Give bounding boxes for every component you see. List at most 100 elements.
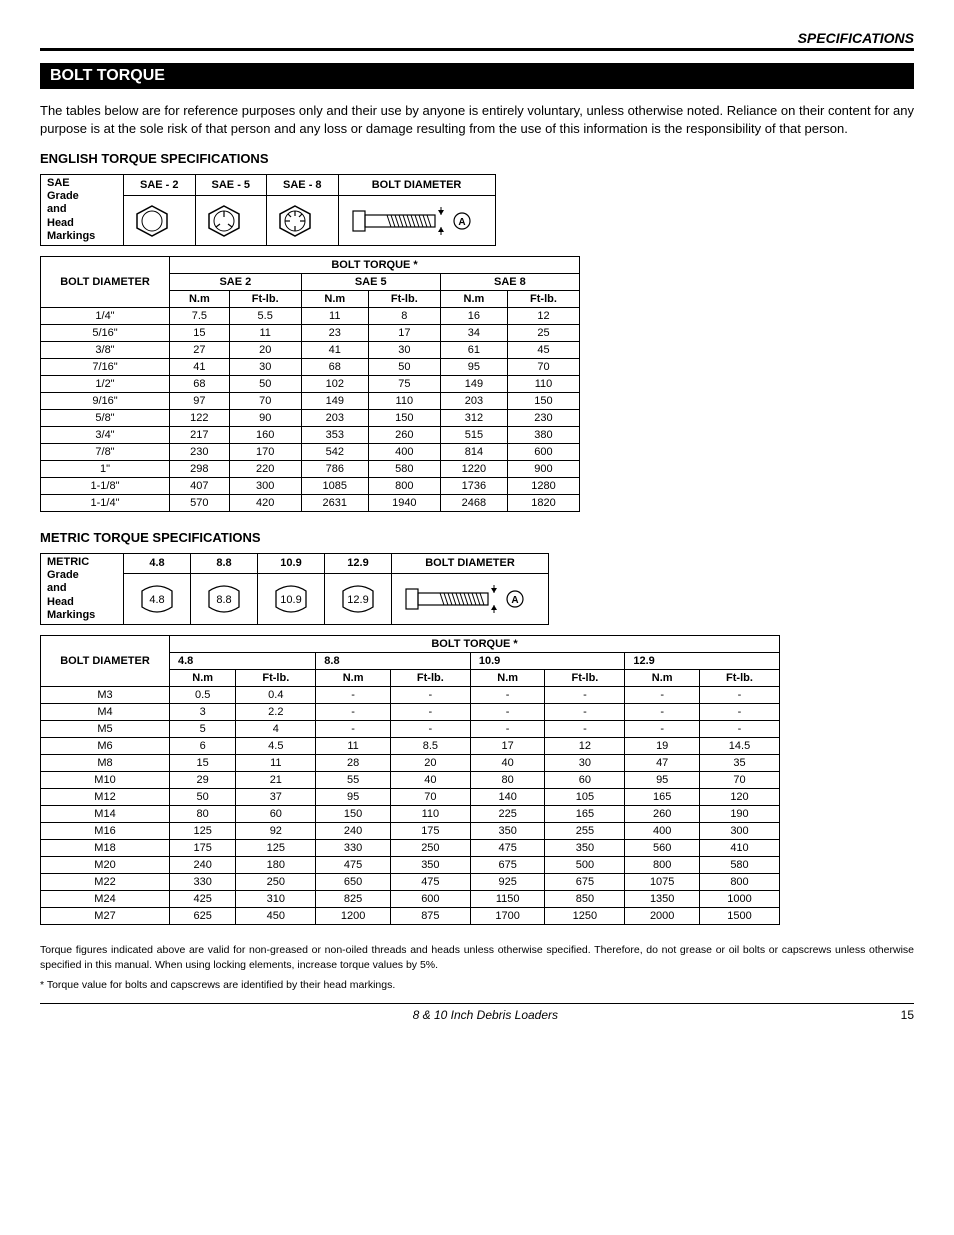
value-cell: 60	[545, 771, 625, 788]
english-marking-side: SAE Grade and Head Markings	[41, 175, 124, 246]
value-cell: 30	[229, 359, 301, 376]
value-cell: 70	[507, 359, 579, 376]
value-cell: 420	[229, 495, 301, 512]
english-markings-table: SAE Grade and Head Markings SAE - 2 SAE …	[40, 174, 496, 246]
value-cell: 515	[440, 427, 507, 444]
value-cell: 11	[229, 325, 301, 342]
value-cell: 17	[470, 737, 545, 754]
table-row: M1250379570140105165120	[41, 788, 780, 805]
unit-col-header: Ft-lb.	[699, 669, 779, 686]
value-cell: 11	[301, 308, 368, 325]
table-row: 1/4"7.55.51181612	[41, 308, 580, 325]
table-row: M20240180475350675500800580	[41, 856, 780, 873]
value-cell: 310	[236, 890, 316, 907]
value-cell: 800	[625, 856, 700, 873]
diameter-cell: 7/8"	[41, 444, 170, 461]
value-cell: 542	[301, 444, 368, 461]
value-cell: 11	[236, 754, 316, 771]
table-row: 9/16"9770149110203150	[41, 393, 580, 410]
value-cell: 850	[545, 890, 625, 907]
diameter-cell: M8	[41, 754, 170, 771]
diameter-cell: M3	[41, 686, 170, 703]
value-cell: 1820	[507, 495, 579, 512]
value-cell: 95	[440, 359, 507, 376]
value-cell: -	[625, 686, 700, 703]
bolt-diagram-icon: A	[338, 196, 495, 246]
value-cell: 102	[301, 376, 368, 393]
value-cell: 260	[625, 805, 700, 822]
value-cell: 1700	[470, 907, 545, 924]
diameter-cell: 1"	[41, 461, 170, 478]
metric-torque-table: BOLT DIAMETER BOLT TORQUE * 4.88.810.912…	[40, 635, 780, 925]
value-cell: 500	[545, 856, 625, 873]
value-cell: 203	[440, 393, 507, 410]
value-cell: 298	[170, 461, 230, 478]
value-cell: 240	[170, 856, 236, 873]
diameter-cell: 3/4"	[41, 427, 170, 444]
metric-48-icon: 4.8	[124, 573, 191, 624]
value-cell: 925	[470, 873, 545, 890]
value-cell: 2631	[301, 495, 368, 512]
page-header: SPECIFICATIONS	[40, 30, 914, 51]
unit-col-header: Ft-lb.	[229, 291, 301, 308]
value-cell: 203	[301, 410, 368, 427]
table-row: M102921554080609570	[41, 771, 780, 788]
value-cell: 1500	[699, 907, 779, 924]
sae8-hex-icon	[267, 196, 339, 246]
grade-col-header: 12.9	[625, 652, 780, 669]
value-cell: 560	[625, 839, 700, 856]
value-cell: 12	[545, 737, 625, 754]
value-cell: 625	[170, 907, 236, 924]
value-cell: -	[625, 703, 700, 720]
value-cell: 122	[170, 410, 230, 427]
value-cell: 29	[170, 771, 236, 788]
footnote-2: * Torque value for bolts and capscrews a…	[40, 978, 914, 993]
value-cell: 55	[316, 771, 391, 788]
value-cell: -	[390, 703, 470, 720]
value-cell: 260	[368, 427, 440, 444]
value-cell: 353	[301, 427, 368, 444]
unit-col-header: Ft-lb.	[545, 669, 625, 686]
value-cell: 475	[316, 856, 391, 873]
value-cell: 875	[390, 907, 470, 924]
value-cell: 95	[625, 771, 700, 788]
value-cell: -	[699, 686, 779, 703]
table-row: 7/16"413068509570	[41, 359, 580, 376]
unit-col-header: N.m	[170, 669, 236, 686]
unit-col-header: N.m	[470, 669, 545, 686]
metric-marking-side: METRIC Grade and Head Markings	[41, 554, 124, 625]
diameter-cell: 3/8"	[41, 342, 170, 359]
value-cell: 230	[507, 410, 579, 427]
value-cell: 37	[236, 788, 316, 805]
diameter-cell: 1-1/4"	[41, 495, 170, 512]
value-cell: 225	[470, 805, 545, 822]
value-cell: 120	[699, 788, 779, 805]
table-row: 3/4"217160353260515380	[41, 427, 580, 444]
value-cell: 475	[390, 873, 470, 890]
diameter-cell: 1/4"	[41, 308, 170, 325]
value-cell: 6	[170, 737, 236, 754]
footer-doc-title: 8 & 10 Inch Debris Loaders	[70, 1008, 901, 1022]
value-cell: 1250	[545, 907, 625, 924]
value-cell: 1200	[316, 907, 391, 924]
value-cell: 250	[390, 839, 470, 856]
value-cell: 1940	[368, 495, 440, 512]
value-cell: 600	[507, 444, 579, 461]
value-cell: -	[545, 686, 625, 703]
value-cell: -	[390, 686, 470, 703]
table-row: 7/8"230170542400814600	[41, 444, 580, 461]
table-row: M81511282040304735	[41, 754, 780, 771]
value-cell: 28	[316, 754, 391, 771]
intro-text: The tables below are for reference purpo…	[40, 102, 914, 137]
value-cell: -	[470, 720, 545, 737]
sae5-hex-icon	[195, 196, 267, 246]
value-cell: 250	[236, 873, 316, 890]
sae2-hex-icon	[124, 196, 196, 246]
value-cell: 4.5	[236, 737, 316, 754]
table-row: M18175125330250475350560410	[41, 839, 780, 856]
value-cell: 16	[440, 308, 507, 325]
diameter-cell: M6	[41, 737, 170, 754]
value-cell: -	[390, 720, 470, 737]
value-cell: 40	[390, 771, 470, 788]
value-cell: 580	[699, 856, 779, 873]
